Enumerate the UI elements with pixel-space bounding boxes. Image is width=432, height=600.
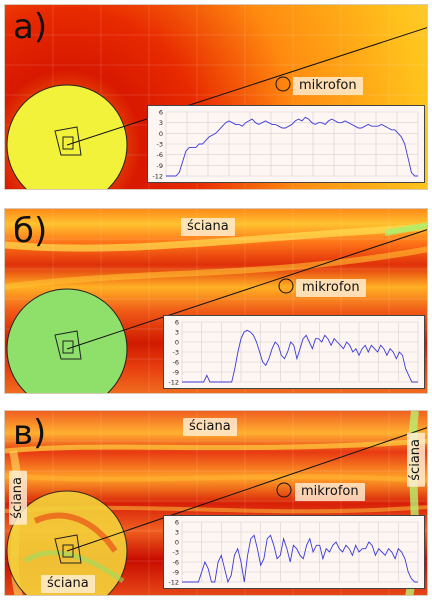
response-plot: 6 3 0 -3 -6 -9 -12 <box>163 515 425 589</box>
axis-line <box>66 229 427 350</box>
loudspeaker-driver-icon <box>62 544 74 558</box>
response-plot: 6 3 0 -3 -6 -9 -12 <box>163 315 425 389</box>
y-tick-label: -6 <box>173 559 179 567</box>
y-tick-label: -6 <box>173 359 179 367</box>
y-tick-label: 0 <box>175 339 179 347</box>
loudspeaker-driver-icon <box>62 136 74 150</box>
interference-band <box>5 223 427 252</box>
microphone-icon <box>278 278 294 294</box>
microphone-label: mikrofon <box>295 483 365 501</box>
wall-label-top: ściana <box>181 218 235 236</box>
y-tick-label: 0 <box>159 130 163 138</box>
interference-band <box>23 550 125 584</box>
wall-label-left: ściana <box>9 471 27 525</box>
response-curve <box>182 329 418 383</box>
y-tick-label: -3 <box>173 349 179 357</box>
microphone-icon <box>276 482 292 498</box>
y-tick-label: 6 <box>159 109 163 117</box>
axis-line <box>66 427 427 552</box>
response-curve <box>166 116 418 177</box>
y-tick-label: 0 <box>175 539 179 547</box>
loudspeaker-icon <box>54 126 82 156</box>
interference-band <box>5 246 427 290</box>
microphone-label: mikrofon <box>296 279 366 297</box>
panel-label: в) <box>13 413 47 453</box>
y-tick-label: -6 <box>157 151 163 159</box>
y-tick-label: -12 <box>168 579 179 587</box>
axis-line <box>66 27 427 146</box>
interference-band <box>33 512 118 553</box>
interference-band <box>5 472 427 484</box>
interference-band <box>384 222 427 236</box>
wall-label-top: ściana <box>183 418 237 436</box>
y-tick-label: -9 <box>157 162 163 170</box>
y-tick-label: 3 <box>175 329 179 337</box>
y-tick-label: 6 <box>175 319 179 327</box>
y-tick-label: 3 <box>159 119 163 127</box>
loudspeaker-icon <box>54 534 82 564</box>
y-tick-label: 3 <box>175 529 179 537</box>
y-tick-label: -12 <box>152 173 163 181</box>
response-curve <box>182 534 418 584</box>
loudspeaker-driver-icon <box>62 340 74 354</box>
y-tick-label: -12 <box>168 379 179 387</box>
interference-band <box>5 438 427 454</box>
loudspeaker-icon <box>54 330 82 360</box>
microphone-label: mikrofon <box>293 77 363 95</box>
microphone-icon <box>275 76 291 92</box>
wall-label-right: ściana <box>407 433 425 487</box>
panel-c: в) ściana ściana ściana ściana mikrofon … <box>4 410 428 596</box>
y-tick-label: 6 <box>175 519 179 527</box>
y-tick-label: -3 <box>173 549 179 557</box>
panel-a: a) mikrofon 6 3 0 -3 -6 -9 -12 <box>4 4 428 190</box>
y-tick-label: -9 <box>173 369 179 377</box>
panel-b-field <box>5 209 427 393</box>
wall-label-bottom: ściana <box>41 575 95 593</box>
panel-label: б) <box>13 211 48 251</box>
y-tick-label: -3 <box>157 141 163 149</box>
response-plot: 6 3 0 -3 -6 -9 -12 <box>147 105 425 183</box>
panel-label: a) <box>13 7 48 47</box>
y-tick-label: -9 <box>173 569 179 577</box>
panel-b: б) ściana mikrofon 6 3 0 -3 -6 -9 -12 <box>4 208 428 394</box>
